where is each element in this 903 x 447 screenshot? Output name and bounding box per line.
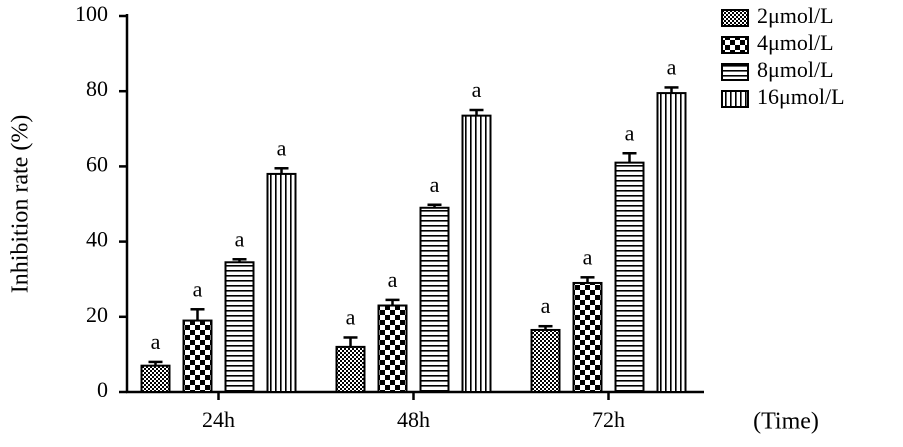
y-tick-label: 0	[97, 377, 108, 402]
bar	[530, 328, 561, 393]
legend-swatch	[721, 36, 749, 54]
bar	[335, 345, 366, 394]
y-tick-label: 100	[75, 1, 108, 26]
significance-label: a	[277, 135, 287, 160]
legend-swatch	[721, 63, 749, 81]
y-tick-label: 20	[86, 302, 108, 327]
significance-label: a	[430, 172, 440, 197]
significance-label: a	[583, 244, 593, 269]
y-tick-label: 60	[86, 151, 108, 176]
significance-label: a	[388, 267, 398, 292]
x-tick-label: 24h	[202, 407, 235, 432]
significance-label: a	[541, 293, 551, 318]
legend-label: 8μmol/L	[757, 57, 834, 82]
significance-label: a	[193, 276, 203, 301]
legend-label: 4μmol/L	[757, 30, 834, 55]
significance-label: a	[151, 329, 161, 354]
bar	[182, 319, 213, 393]
x-tick-label: 72h	[592, 407, 625, 432]
legend-swatch	[721, 90, 749, 108]
significance-label: a	[625, 120, 635, 145]
bar	[656, 92, 687, 394]
legend-label: 2μmol/L	[757, 3, 834, 28]
significance-label: a	[472, 77, 482, 102]
bar	[461, 114, 492, 393]
significance-label: a	[235, 226, 245, 251]
bar	[614, 161, 645, 393]
bar	[377, 304, 408, 393]
y-tick-label: 80	[86, 76, 108, 101]
significance-label: a	[346, 305, 356, 330]
legend-label: 16μmol/L	[757, 84, 845, 109]
legend-swatch	[721, 9, 749, 27]
y-axis-label: Inhibition rate (%)	[8, 115, 34, 294]
significance-label: a	[667, 54, 677, 79]
bar	[266, 172, 297, 393]
x-tick-label: 48h	[397, 407, 430, 432]
x-axis-label: (Time)	[753, 409, 819, 435]
bar	[419, 206, 450, 393]
bar	[140, 364, 171, 393]
bar	[224, 261, 255, 393]
y-tick-label: 40	[86, 227, 108, 252]
bar	[572, 281, 603, 393]
